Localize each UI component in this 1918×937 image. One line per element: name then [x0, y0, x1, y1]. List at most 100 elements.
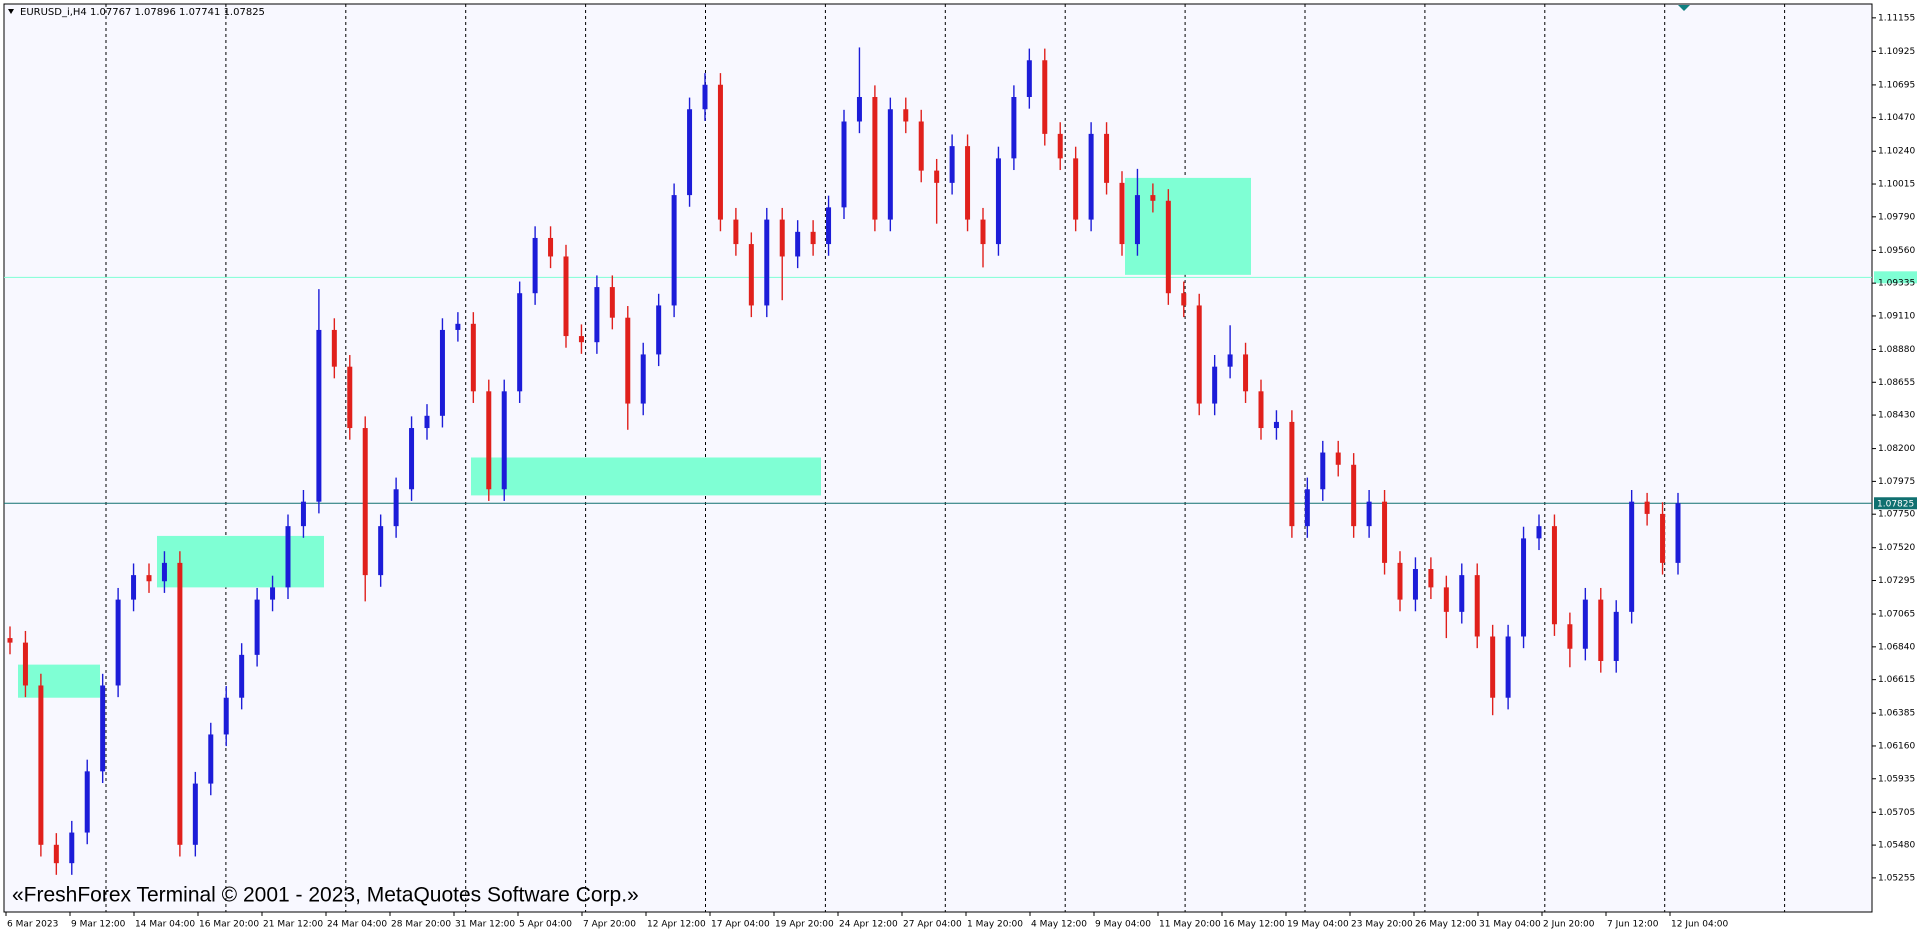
candle-body [1644, 501, 1650, 514]
candle-body [578, 336, 584, 343]
candle-body [362, 428, 368, 576]
candle-body [1165, 200, 1171, 294]
candle-body [1660, 513, 1666, 563]
separators [105, 4, 1786, 912]
candle-body [594, 287, 600, 343]
candle-body [1134, 195, 1140, 245]
candle-body [100, 685, 106, 772]
x-tick-label: 4 May 12:00 [1031, 920, 1087, 930]
axes: 1.07825 1.11155 1.10925 1.10695 1.10470 1.102… [5, 13, 1917, 930]
candle-body [7, 638, 13, 643]
candle-body [702, 84, 708, 110]
candle-body [1011, 97, 1017, 159]
y-tick-label: 1.10695 [1878, 80, 1915, 90]
candle-body [208, 734, 214, 784]
y-tick-label: 1.09335 [1878, 279, 1915, 289]
title-arrow [8, 9, 14, 14]
candle-body [764, 219, 770, 306]
candle-body [378, 526, 384, 576]
x-tick-label: 31 May 04:00 [1479, 920, 1541, 930]
candle-body [517, 293, 523, 392]
price-lines [4, 276, 1872, 504]
x-tick-label: 9 Mar 12:00 [71, 920, 126, 930]
candle-body [872, 97, 878, 220]
x-tick-label: 23 May 20:00 [1351, 920, 1413, 930]
y-tick-label: 1.07295 [1878, 576, 1915, 586]
y-tick-label: 1.08430 [1878, 411, 1915, 421]
candle-body [1428, 569, 1434, 588]
candle-body [285, 526, 291, 588]
y-tick-label: 1.05935 [1878, 774, 1915, 784]
candle-body [856, 97, 862, 122]
candle-body [1042, 60, 1048, 134]
candle-body [239, 654, 245, 698]
x-tick-label: 2 Jun 20:00 [1543, 920, 1595, 930]
price-tag [1874, 271, 1917, 284]
y-tick-label: 1.10470 [1878, 113, 1915, 123]
candle-body [1320, 452, 1326, 490]
candle-body [563, 256, 569, 337]
candle-body [671, 195, 677, 306]
zone [157, 535, 324, 588]
candle-body [1335, 452, 1341, 465]
x-tick-label: 9 May 04:00 [1095, 920, 1151, 930]
candle-body [1474, 575, 1480, 637]
candle-body [733, 219, 739, 245]
candle-body [501, 391, 507, 490]
candle-body [779, 219, 785, 257]
y-tick-label: 1.07975 [1878, 477, 1915, 487]
y-tick-label: 1.05480 [1878, 841, 1915, 851]
candle-body [1258, 391, 1264, 429]
x-tick-label: 7 Apr 20:00 [583, 920, 636, 930]
x-tick-label: 26 May 12:00 [1415, 920, 1477, 930]
y-tick-label: 1.08880 [1878, 345, 1915, 355]
candle-body [1412, 569, 1418, 600]
y-tick-label: 1.09790 [1878, 212, 1915, 222]
y-tick-label: 1.10240 [1878, 147, 1915, 157]
candle-body [810, 231, 816, 245]
x-tick-label: 14 Mar 04:00 [135, 920, 195, 930]
candle-body [393, 489, 399, 527]
candle-body [439, 329, 445, 416]
copyright: «FreshForex Terminal © 2001 - 2023, Meta… [12, 884, 639, 907]
candle-body [1057, 133, 1063, 159]
candle-body [965, 146, 971, 220]
y-tick-label: 1.06385 [1878, 709, 1915, 719]
y-tick-label: 1.11155 [1878, 13, 1915, 23]
candle-body [795, 231, 801, 257]
x-tick-label: 16 May 12:00 [1223, 920, 1285, 930]
candle-body [1459, 575, 1465, 612]
y-tick-label: 1.07520 [1878, 543, 1915, 553]
candle-body [455, 323, 461, 330]
candle-body [918, 121, 924, 171]
candle-body [1289, 421, 1295, 527]
zone [18, 664, 100, 698]
y-tick-label: 1.06615 [1878, 675, 1915, 685]
candle-body [1613, 611, 1619, 661]
price-tag-label: 1.07825 [1877, 499, 1914, 509]
candles [7, 47, 1681, 875]
candle-body [826, 207, 832, 245]
candle-body [1382, 501, 1388, 563]
candle-body [84, 771, 90, 833]
candle-body [177, 562, 183, 845]
x-tick-label: 21 Mar 12:00 [263, 920, 323, 930]
plot-area [3, 3, 1873, 913]
candle-body [161, 562, 167, 582]
candle-body [625, 317, 631, 404]
candle-body [548, 237, 554, 257]
x-tick-label: 17 Apr 04:00 [711, 920, 770, 930]
candle-body [687, 109, 693, 196]
candle-body [995, 158, 1001, 245]
candle-body [270, 587, 276, 600]
candle-body [223, 697, 229, 735]
candle-body [300, 501, 306, 527]
x-tick-label: 7 Jun 12:00 [1607, 920, 1659, 930]
candle-body [470, 323, 476, 392]
x-tick-label: 31 Mar 12:00 [455, 920, 515, 930]
candle-body [254, 599, 260, 655]
x-tick-label: 6 Mar 2023 [7, 920, 58, 930]
candle-body [640, 354, 646, 404]
